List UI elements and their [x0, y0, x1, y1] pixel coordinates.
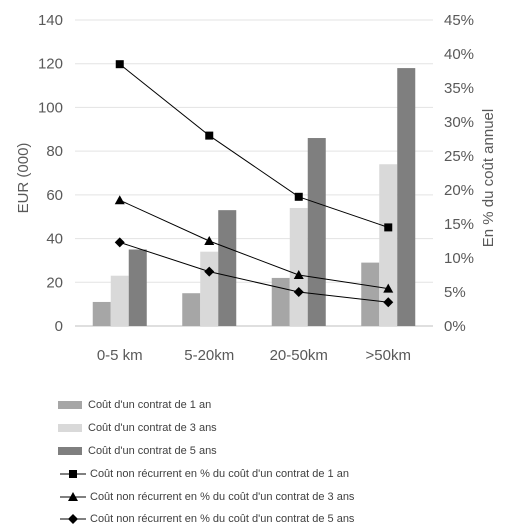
- legend-item: Coût non récurrent en % du coût d'un con…: [58, 485, 354, 508]
- y-tick-label: 0: [55, 318, 63, 335]
- legend-swatch: [58, 401, 82, 410]
- x-tick-label: 0-5 km: [97, 347, 143, 364]
- legend-label: Coût d'un contrat de 1 an: [88, 399, 212, 412]
- square-marker: [384, 223, 393, 232]
- y-tick-label: 40: [46, 231, 63, 248]
- legend-line-swatch: [60, 491, 86, 501]
- x-tick-label: 20-50km: [270, 347, 328, 364]
- legend-label: Coût d'un contrat de 5 ans: [88, 444, 217, 457]
- triangle-marker: [114, 195, 125, 205]
- bar: [361, 262, 380, 326]
- diamond-marker: [114, 237, 125, 248]
- line-group: [114, 60, 394, 308]
- legend-label: Coût non récurrent en % du coût d'un con…: [90, 490, 355, 503]
- y-tick-label: 20: [46, 274, 63, 291]
- legend-swatch: [58, 446, 82, 455]
- bar: [92, 301, 111, 326]
- bar: [182, 293, 201, 326]
- legend: Coût d'un contrat de 1 an Coût d'un contr…: [58, 394, 354, 531]
- triangle-marker: [204, 236, 215, 245]
- y2-tick-label: 10%: [444, 250, 474, 267]
- y-tick-label: 60: [46, 187, 63, 204]
- bar: [379, 164, 398, 326]
- y2-tick-label: 15%: [444, 216, 474, 233]
- square-marker: [294, 192, 303, 201]
- bar: [128, 249, 147, 326]
- y2-tick-label: 35%: [444, 80, 474, 97]
- bar: [289, 207, 308, 326]
- y-axis-left-title: EUR (000): [15, 143, 32, 214]
- y-axis-right-ticks: 0% 5% 10% 15% 20% 25% 30% 35% 40% 45%: [444, 12, 474, 335]
- y2-tick-label: 20%: [444, 182, 474, 199]
- series-line: [119, 199, 389, 290]
- y2-tick-label: 5%: [444, 284, 466, 301]
- square-marker: [115, 60, 124, 69]
- y-tick-label: 80: [46, 143, 63, 160]
- series-line: [119, 63, 389, 228]
- y-axis-right-title: En % du coût annuel: [480, 109, 497, 247]
- y2-tick-label: 30%: [444, 114, 474, 131]
- diamond-marker: [293, 287, 304, 297]
- combo-chart: 0 20 40 60 80 100 120 140 0% 5% 10% 15% 20% 25% 30% 35…: [15, 12, 497, 364]
- y2-tick-label: 25%: [444, 148, 474, 165]
- y-tick-label: 100: [38, 99, 63, 116]
- y2-tick-label: 0%: [444, 318, 466, 335]
- legend-item: Coût non récurrent en % du coût d'un con…: [58, 462, 354, 485]
- bar-group: [92, 68, 416, 326]
- legend-line-swatch: [60, 469, 86, 478]
- y2-tick-label: 40%: [444, 46, 474, 63]
- diamond-marker: [204, 266, 215, 277]
- bar: [200, 251, 219, 326]
- bar: [110, 275, 129, 326]
- bar: [397, 68, 416, 326]
- legend-swatch: [58, 424, 82, 433]
- square-marker: [205, 131, 214, 140]
- y-axis-left-ticks: 0 20 40 60 80 100 120 140: [38, 12, 63, 335]
- x-axis-ticks: 0-5 km 5-20km 20-50km >50km: [97, 347, 411, 364]
- bar: [218, 210, 237, 326]
- legend-item: Coût d'un contrat de 1 an: [58, 394, 354, 417]
- triangle-marker: [293, 270, 304, 279]
- x-tick-label: 5-20km: [184, 347, 234, 364]
- bar: [271, 277, 290, 326]
- legend-label: Coût non récurrent en % du coût d'un con…: [90, 467, 349, 480]
- diamond-marker: [68, 514, 78, 525]
- legend-line-swatch: [60, 514, 86, 525]
- bar: [307, 138, 326, 326]
- series-line: [119, 241, 389, 303]
- y2-tick-label: 45%: [444, 12, 474, 29]
- triangle-marker: [68, 491, 78, 501]
- legend-item: Coût d'un contrat de 5 ans: [58, 440, 354, 463]
- legend-item: Coût non récurrent en % du coût d'un con…: [58, 508, 354, 531]
- diamond-marker: [383, 297, 394, 308]
- y-tick-label: 140: [38, 12, 63, 29]
- legend-item: Coût d'un contrat de 3 ans: [58, 417, 354, 440]
- legend-label: Coût d'un contrat de 3 ans: [88, 422, 217, 435]
- x-tick-label: >50km: [366, 347, 411, 364]
- legend-label: Coût non récurrent en % du coût d'un con…: [90, 513, 355, 526]
- y-tick-label: 120: [38, 56, 63, 73]
- triangle-marker: [383, 283, 394, 293]
- square-marker: [69, 469, 77, 478]
